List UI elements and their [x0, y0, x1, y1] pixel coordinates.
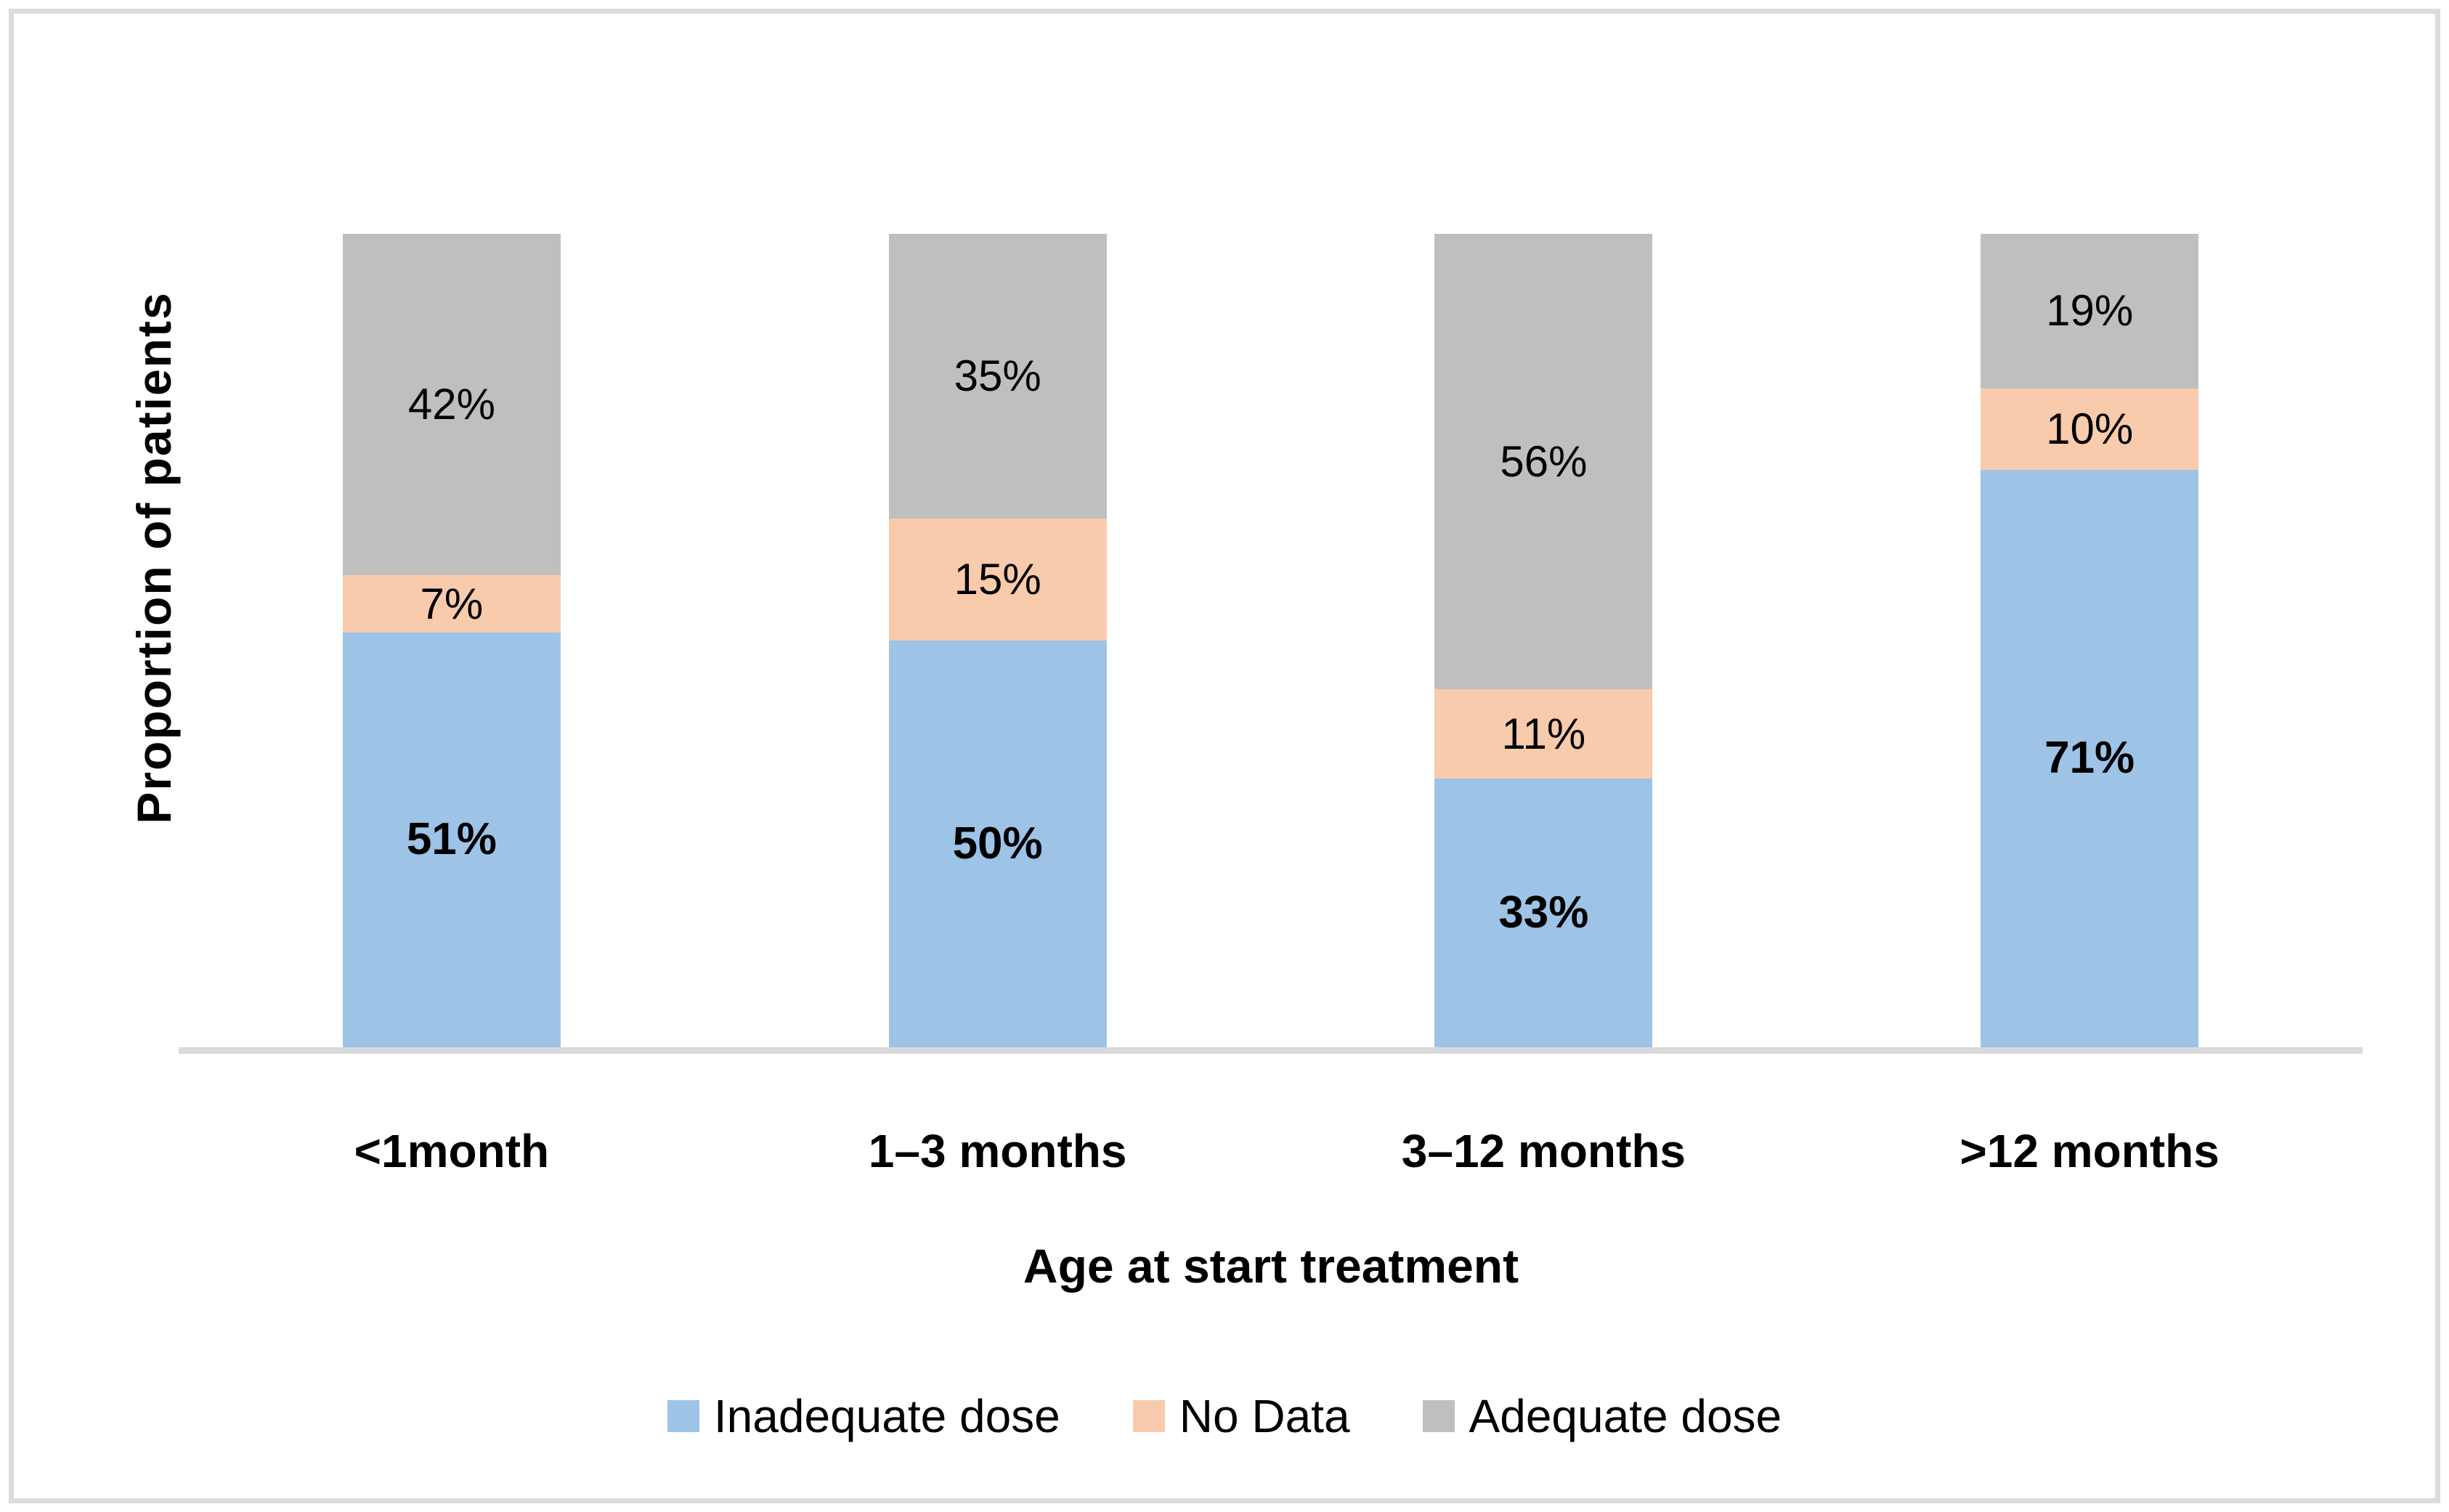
bar-segment-adequate-dose: 42% — [342, 234, 561, 576]
legend-item-no-data: No Data — [1132, 1390, 1350, 1442]
legend-label: No Data — [1179, 1390, 1350, 1442]
bar-segment-adequate-dose: 35% — [888, 234, 1107, 519]
data-label: 51% — [406, 814, 497, 865]
stacked-bar: 35% 15% 50% — [888, 234, 1107, 1047]
bar-segment-no-data: 7% — [342, 575, 561, 633]
data-label: 56% — [1500, 436, 1588, 486]
bar-segment-no-data: 15% — [888, 519, 1107, 641]
legend-swatch-icon — [667, 1400, 699, 1432]
data-label: 71% — [2044, 733, 2135, 784]
bar-segment-inadequate-dose: 71% — [1981, 469, 2199, 1047]
bar-segment-no-data: 10% — [1981, 388, 2199, 470]
x-axis-line — [179, 1047, 2363, 1054]
legend-label: Inadequate dose — [713, 1390, 1060, 1442]
stacked-bar: 42% 7% 51% — [342, 234, 561, 1047]
bar-segment-inadequate-dose: 50% — [888, 641, 1107, 1047]
legend-item-inadequate-dose: Inadequate dose — [667, 1393, 1060, 1439]
legend-label: Adequate dose — [1469, 1390, 1782, 1442]
x-axis-label: 3–12 months — [1401, 1125, 1686, 1177]
x-axis-label: 1–3 months — [868, 1125, 1127, 1177]
bar-segment-inadequate-dose: 33% — [1434, 779, 1653, 1047]
x-axis-label: >12 months — [1959, 1125, 2219, 1177]
data-label: 19% — [2046, 286, 2134, 336]
data-label: 11% — [1501, 709, 1586, 758]
bar-segment-adequate-dose: 19% — [1981, 234, 2199, 389]
data-label: 10% — [2046, 404, 2134, 453]
x-axis-title: Age at start treatment — [1023, 1239, 1519, 1293]
stacked-bar: 19% 10% 71% — [1981, 234, 2199, 1047]
legend-swatch-icon — [1132, 1400, 1165, 1432]
bar-segment-inadequate-dose: 51% — [342, 632, 561, 1047]
bar-segment-adequate-dose: 56% — [1434, 234, 1653, 690]
legend-swatch-icon — [1422, 1400, 1455, 1432]
legend: Inadequate dose No Data Adequate dose — [0, 1380, 2449, 1452]
data-label: 42% — [407, 380, 495, 429]
data-label: 50% — [952, 818, 1043, 869]
legend-item-adequate-dose: Adequate dose — [1422, 1390, 1782, 1442]
data-label: 15% — [954, 555, 1041, 603]
stacked-bar: 56% 11% 33% — [1434, 234, 1653, 1047]
data-label: 35% — [954, 351, 1041, 400]
data-label: 33% — [1498, 887, 1589, 938]
x-axis-label: <1month — [354, 1125, 550, 1177]
data-label: 7% — [420, 579, 484, 628]
bar-segment-no-data: 11% — [1434, 689, 1653, 779]
